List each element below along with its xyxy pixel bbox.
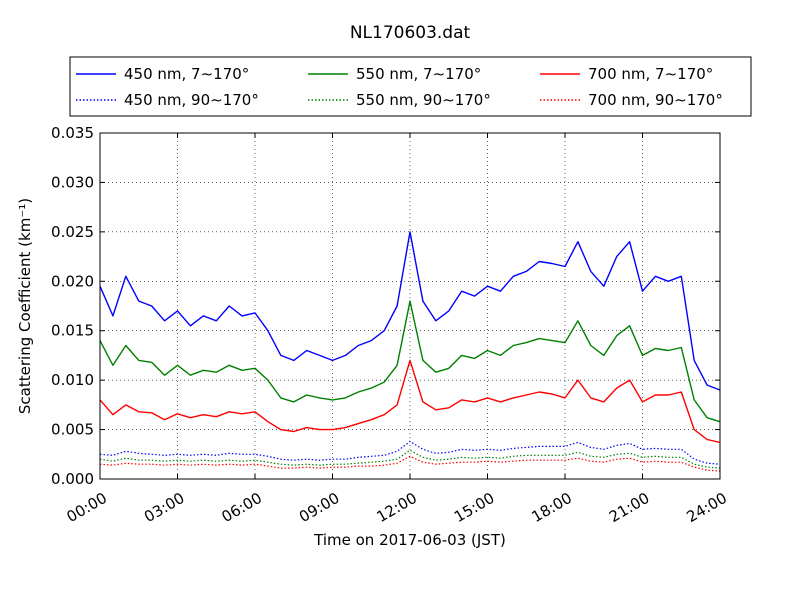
legend: 450 nm, 7∼170° 450 nm, 90∼170° 550 nm, 7∼1… bbox=[69, 56, 752, 117]
y-tick-labels: 0.000 0.005 0.010 0.015 0.020 0.025 0.030 0.035 bbox=[51, 124, 94, 488]
legend-label: 700 nm, 90∼170° bbox=[588, 91, 723, 109]
x-axis-label: Time on 2017-06-03 (JST) bbox=[313, 531, 506, 549]
legend-label: 550 nm, 90∼170° bbox=[356, 91, 491, 109]
series-line-3 bbox=[99, 300, 721, 423]
series-line-4 bbox=[99, 449, 721, 469]
legend-box bbox=[69, 56, 752, 117]
legend-label: 700 nm, 7∼170° bbox=[588, 65, 713, 83]
series-line-5 bbox=[99, 359, 721, 444]
series-lines bbox=[99, 231, 721, 472]
y-tick-label: 0.020 bbox=[51, 272, 94, 290]
y-tick-label: 0.015 bbox=[51, 322, 94, 340]
y-tick-label: 0.005 bbox=[51, 421, 94, 439]
y-tick-label: 0.000 bbox=[51, 470, 94, 488]
y-tick-label: 0.010 bbox=[51, 371, 94, 389]
legend-items: 450 nm, 7∼170° 450 nm, 90∼170° 550 nm, 7∼1… bbox=[76, 65, 723, 109]
legend-label: 450 nm, 90∼170° bbox=[124, 91, 259, 109]
grid-lines bbox=[100, 133, 720, 479]
plot-area bbox=[99, 132, 721, 480]
axis-ticks bbox=[99, 132, 721, 480]
series-line-6 bbox=[99, 455, 721, 472]
series-line-1 bbox=[99, 231, 721, 391]
series-line-2 bbox=[99, 440, 721, 465]
chart-title: NL170603.dat bbox=[350, 23, 471, 43]
y-tick-label: 0.025 bbox=[51, 223, 94, 241]
y-tick-label: 0.035 bbox=[51, 124, 94, 142]
legend-label: 550 nm, 7∼170° bbox=[356, 65, 481, 83]
y-axis-label: Scattering Coefficient (km⁻¹) bbox=[16, 198, 34, 414]
y-tick-label: 0.030 bbox=[51, 173, 94, 191]
legend-label: 450 nm, 7∼170° bbox=[124, 65, 249, 83]
